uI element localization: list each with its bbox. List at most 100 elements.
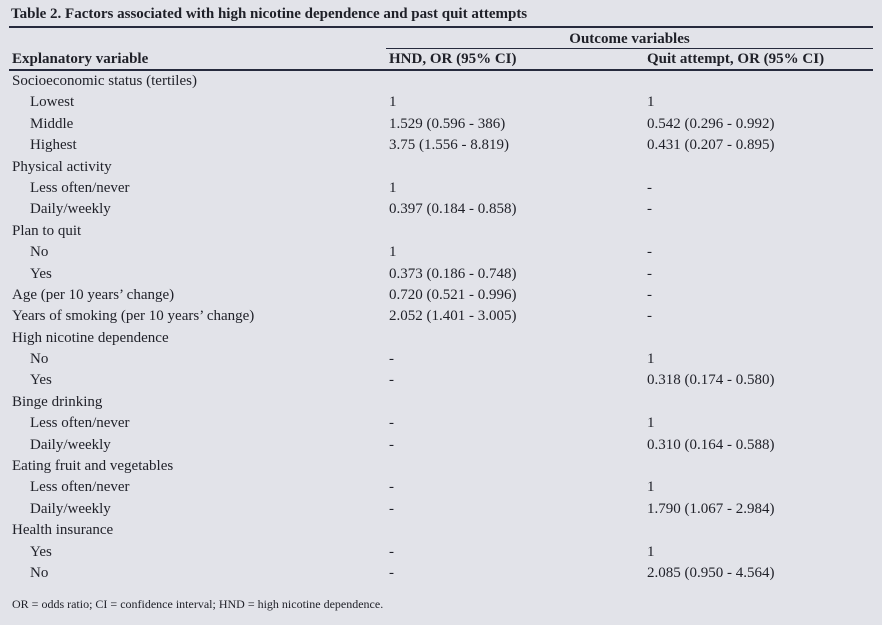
hnd-value: - [389, 543, 394, 560]
row-label: Health insurance [12, 522, 114, 539]
hnd-value [386, 520, 644, 541]
column-header-quit: Quit attempt, OR (95% CI) [647, 50, 825, 67]
row-label: Binge drinking [12, 393, 103, 410]
quit-value [644, 221, 873, 242]
row-label: Daily/weekly [30, 436, 111, 453]
hnd-value [386, 392, 644, 413]
quit-value: 1 [647, 351, 655, 368]
table-section-row: Health insurance [9, 520, 873, 541]
hnd-value: - [389, 372, 394, 389]
table-row: No - 1 [9, 349, 873, 370]
table-row: No 1 - [9, 242, 873, 263]
row-label: Eating fruit and vegetables [12, 458, 174, 475]
row-label: Age (per 10 years’ change) [12, 286, 175, 303]
outcome-group-row: Outcome variables [9, 28, 873, 49]
table-section-row: Plan to quit [9, 221, 873, 242]
row-label: Yes [30, 372, 52, 389]
quit-value: 1 [647, 479, 655, 496]
quit-value [644, 456, 873, 477]
hnd-value: 0.373 (0.186 - 0.748) [389, 265, 517, 282]
quit-value: - [647, 201, 652, 218]
row-label: No [30, 351, 49, 368]
quit-value: 1 [647, 543, 655, 560]
table-row: Daily/weekly 0.397 (0.184 - 0.858) - [9, 199, 873, 220]
quit-value: - [647, 244, 652, 261]
row-label: Physical activity [12, 158, 112, 175]
quit-value [644, 392, 873, 413]
row-label: Socioeconomic status (tertiles) [12, 73, 197, 89]
table-row: Yes - 1 [9, 542, 873, 563]
table-row: Middle 1.529 (0.596 - 386) 0.542 (0.296 - … [9, 114, 873, 135]
table-row: Less often/never - 1 [9, 477, 873, 498]
column-header-explanatory: Explanatory variable [12, 50, 149, 67]
hnd-value: 0.397 (0.184 - 0.858) [389, 201, 517, 218]
hnd-value [386, 71, 644, 92]
table-row: Yes 0.373 (0.186 - 0.748) - [9, 264, 873, 285]
column-header-row: Explanatory variable HND, OR (95% CI) Qu… [9, 49, 873, 71]
hnd-value: 1 [389, 244, 397, 261]
hnd-value [386, 157, 644, 178]
table-row: Lowest 1 1 [9, 92, 873, 113]
row-label: No [30, 244, 49, 261]
row-label: Less often/never [30, 179, 130, 196]
quit-value: - [647, 286, 652, 303]
quit-value: 0.310 (0.164 - 0.588) [647, 436, 775, 453]
quit-value [644, 157, 873, 178]
row-label: High nicotine dependence [12, 329, 169, 346]
table-row: Daily/weekly - 1.790 (1.067 - 2.984) [9, 499, 873, 520]
table-body: Socioeconomic status (tertiles) Lowest 1 1 M… [9, 71, 873, 584]
quit-value: 1 [647, 94, 655, 111]
hnd-value [386, 328, 644, 349]
quit-value: - [647, 265, 652, 282]
hnd-value: - [389, 415, 394, 432]
quit-value: 1 [647, 415, 655, 432]
row-label: No [30, 564, 49, 581]
quit-value: - [647, 179, 652, 196]
column-header-hnd: HND, OR (95% CI) [389, 50, 517, 67]
quit-value: 0.542 (0.296 - 0.992) [647, 115, 775, 132]
footnote: OR = odds ratio; CI = confidence interva… [12, 597, 384, 612]
hnd-value: - [389, 564, 394, 581]
row-label: Daily/weekly [30, 500, 111, 517]
row-label: Yes [30, 265, 52, 282]
hnd-value: - [389, 500, 394, 517]
quit-value: 0.318 (0.174 - 0.580) [647, 372, 775, 389]
table-row: Yes - 0.318 (0.174 - 0.580) [9, 370, 873, 391]
quit-value: - [647, 308, 652, 325]
hnd-value: 0.720 (0.521 - 0.996) [389, 286, 517, 303]
table-section-row: Age (per 10 years’ change) 0.720 (0.521 -… [9, 285, 873, 306]
quit-value: 2.085 (0.950 - 4.564) [647, 564, 775, 581]
table-title: Table 2. Factors associated with high ni… [9, 0, 873, 28]
hnd-value [386, 456, 644, 477]
row-label: Lowest [30, 94, 75, 111]
table-section-row: Socioeconomic status (tertiles) [9, 71, 873, 92]
quit-value [644, 71, 873, 92]
table-row: Less often/never - 1 [9, 413, 873, 434]
hnd-value: 1 [389, 179, 397, 196]
quit-value: 1.790 (1.067 - 2.984) [647, 500, 775, 517]
quit-value [644, 328, 873, 349]
outcome-group-header: Outcome variables [386, 28, 873, 49]
row-label: Middle [30, 115, 74, 132]
row-label: Daily/weekly [30, 201, 111, 218]
table-row: No - 2.085 (0.950 - 4.564) [9, 563, 873, 584]
quit-value: 0.431 (0.207 - 0.895) [647, 137, 775, 154]
row-label: Plan to quit [12, 222, 82, 239]
header-spacer [9, 28, 386, 49]
hnd-value [386, 221, 644, 242]
hnd-value: 1 [389, 94, 397, 111]
row-label: Less often/never [30, 415, 130, 432]
hnd-value: - [389, 436, 394, 453]
hnd-value: - [389, 351, 394, 368]
hnd-value: 1.529 (0.596 - 386) [389, 115, 506, 132]
table-section-row: Years of smoking (per 10 years’ change) 2… [9, 306, 873, 327]
table-row: Daily/weekly - 0.310 (0.164 - 0.588) [9, 435, 873, 456]
table-section-row: High nicotine dependence [9, 328, 873, 349]
table-section-row: Binge drinking [9, 392, 873, 413]
hnd-value: 2.052 (1.401 - 3.005) [389, 308, 517, 325]
quit-value [644, 520, 873, 541]
row-label: Years of smoking (per 10 years’ change) [12, 308, 255, 325]
hnd-value: - [389, 479, 394, 496]
row-label: Yes [30, 543, 52, 560]
